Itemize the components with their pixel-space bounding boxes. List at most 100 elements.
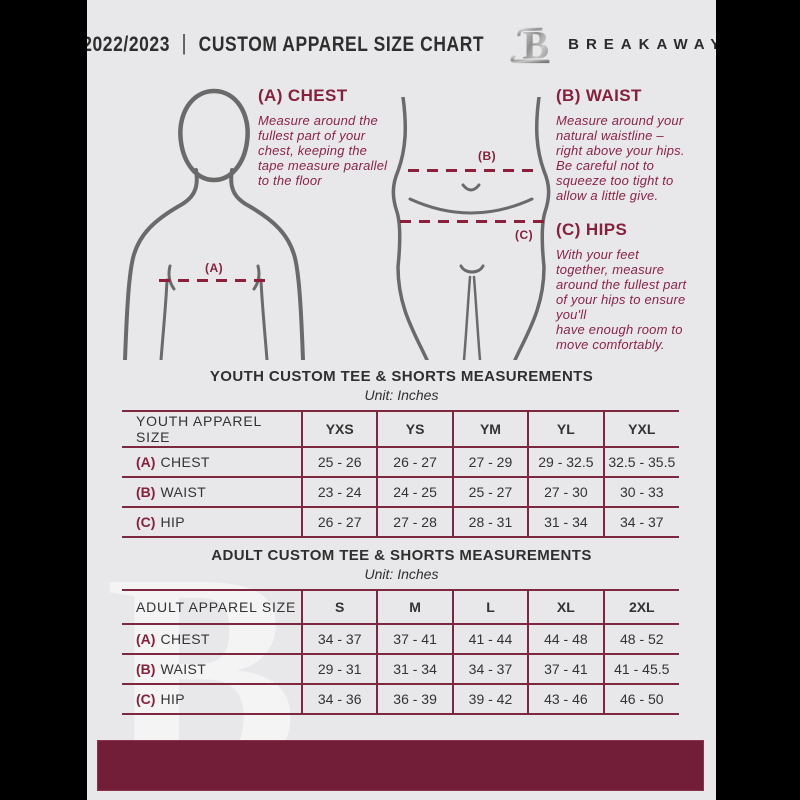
column-header: M [376,589,454,625]
navel [461,183,481,192]
row-label: CHEST [160,631,210,647]
cell: 36 - 39 [376,683,454,715]
hips-measure-line [400,220,547,223]
chest-measure-line [159,279,273,282]
row-label: WAIST [160,661,207,677]
table-row-chest: (A) CHEST 34 - 37 37 - 41 41 - 44 44 - 48… [122,623,679,655]
cell: 29 - 32.5 [527,446,605,478]
column-header: XL [527,589,605,625]
row-label: HIP [160,514,185,530]
left-shoulder-arm [123,168,199,360]
cell: 37 - 41 [527,653,605,685]
page-title: 2022/2023 | CUSTOM APPAREL SIZE CHART [87,31,484,57]
chest-guide: (A) CHEST Measure around the fullest par… [258,86,416,188]
cell: 28 - 31 [451,506,530,538]
waist-measure-line [408,169,539,172]
breakaway-b-monogram-icon: B [510,23,550,67]
hips-marker-label: (C) [515,228,534,242]
title-separator: | [181,31,187,56]
row-key: (A) [136,454,156,470]
youth-size-table: YOUTH APPAREL SIZE YXS YS YM YL YXL (A) C… [122,410,679,538]
youth-table-unit: Unit: Inches [364,387,439,403]
head-outline [178,88,250,183]
cell: 48 - 52 [602,623,679,655]
cell: 34 - 37 [602,506,679,538]
cell: 26 - 27 [300,506,379,538]
cell: 26 - 27 [376,446,454,478]
table-row-waist: (B) WAIST 23 - 24 24 - 25 25 - 27 27 - 30… [122,476,679,508]
column-header: L [451,589,530,625]
youth-header-row: YOUTH APPAREL SIZE YXS YS YM YL YXL [122,410,679,448]
header: 2022/2023 | CUSTOM APPAREL SIZE CHART B [87,18,716,70]
cell: 23 - 24 [300,476,379,508]
waist-guide: (B) WAIST Measure around your natural wa… [556,86,714,203]
cell: 30 - 33 [602,476,679,508]
chest-heading: (A) CHEST [258,86,348,105]
cell: 27 - 29 [451,446,530,478]
left-side-outline [391,97,429,360]
cell: 44 - 48 [527,623,605,655]
cell: 27 - 28 [376,506,454,538]
cell: 39 - 42 [451,683,530,715]
table-row-hip: (C) HIP 34 - 36 36 - 39 39 - 42 43 - 46 4… [122,683,679,715]
chest-description: Measure around the fullest part of your … [258,113,388,188]
row-key: (C) [136,691,156,707]
torso-figure [123,88,305,360]
column-header: YXL [602,410,679,448]
row-label: CHEST [160,454,210,470]
title-text: CUSTOM APPAREL SIZE CHART [198,31,484,56]
cell: 46 - 50 [602,683,679,715]
title-year: 2022/2023 [87,31,170,56]
column-header: YOUTH APPAREL SIZE [122,410,303,448]
hips-description: With your feet together, measure around … [556,247,687,352]
column-header: YL [527,410,605,448]
cell: 29 - 31 [300,653,379,685]
cell: 32.5 - 35.5 [602,446,679,478]
table-row-hip: (C) HIP 26 - 27 27 - 28 28 - 31 31 - 34 3… [122,506,679,538]
column-header: ADULT APPAREL SIZE [122,589,303,625]
row-label: HIP [160,691,185,707]
hips-guide: (C) HIPS With your feet together, measur… [556,220,714,352]
cell: 41 - 45.5 [602,653,679,685]
cell: 25 - 26 [300,446,379,478]
column-header: S [300,589,379,625]
cell: 31 - 34 [376,653,454,685]
hips-heading: (C) HIPS [556,220,628,239]
cell: 27 - 30 [527,476,605,508]
column-header: YS [376,410,454,448]
cell: 34 - 37 [300,623,379,655]
cell: 41 - 44 [451,623,530,655]
cell: 24 - 25 [376,476,454,508]
chest-marker-label: (A) [205,261,224,275]
lower-body-figure [391,97,551,360]
size-chart-page: B 2022/2023 | CUSTOM APPAREL SIZE CHART … [87,0,716,800]
table-row-waist: (B) WAIST 29 - 31 31 - 34 34 - 37 37 - 41… [122,653,679,685]
row-key: (C) [136,514,156,530]
row-key: (B) [136,661,156,677]
cell: 34 - 36 [300,683,379,715]
row-key: (B) [136,484,156,500]
row-label: WAIST [160,484,207,500]
cell: 37 - 41 [376,623,454,655]
table-row-chest: (A) CHEST 25 - 26 26 - 27 27 - 29 29 - 32… [122,446,679,478]
column-header: YM [451,410,530,448]
adult-size-table: ADULT APPAREL SIZE S M L XL 2XL (A) CHEST… [122,589,679,715]
cell: 31 - 34 [527,506,605,538]
cell: 43 - 46 [527,683,605,715]
waist-heading: (B) WAIST [556,86,642,105]
column-header: YXS [300,410,379,448]
row-key: (A) [136,631,156,647]
brand-logo: B BREAKAWAY [506,21,716,67]
waist-description: Measure around your natural waistline – … [556,113,685,203]
cell: 25 - 27 [451,476,530,508]
adult-header-row: ADULT APPAREL SIZE S M L XL 2XL [122,589,679,625]
column-header: 2XL [602,589,679,625]
footer-bar [97,740,704,791]
waist-marker-label: (B) [478,149,497,163]
cell: 34 - 37 [451,653,530,685]
hip-curve [408,197,534,215]
brand-name: BREAKAWAY [568,35,716,53]
adult-table-title: ADULT CUSTOM TEE & SHORTS MEASUREMENTS [211,547,592,564]
adult-table-unit: Unit: Inches [364,566,439,582]
youth-table-title: YOUTH CUSTOM TEE & SHORTS MEASUREMENTS [209,368,594,385]
